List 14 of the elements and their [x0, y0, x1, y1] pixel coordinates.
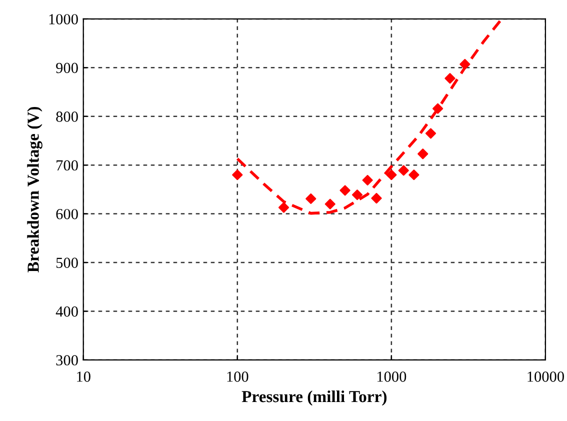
- y-axis-title: Breakdown Voltage (V): [27, 106, 42, 272]
- x-axis-title: Pressure (milli Torr): [242, 390, 387, 406]
- x-tick-label: 1000: [377, 372, 406, 382]
- x-tick-label: 100: [227, 372, 248, 382]
- y-tick-label: 300: [56, 355, 78, 366]
- x-tick-label: 10: [77, 372, 90, 382]
- y-tick-label: 800: [56, 112, 78, 122]
- y-tick-label: 400: [56, 306, 78, 317]
- y-tick-label: 600: [56, 208, 78, 220]
- y-tick-label: 500: [56, 258, 78, 268]
- y-tick-label: 700: [56, 160, 78, 171]
- y-tick-label: 1000: [49, 14, 78, 24]
- y-tick-label: 900: [56, 62, 78, 74]
- x-tick-label: 10000: [528, 372, 564, 382]
